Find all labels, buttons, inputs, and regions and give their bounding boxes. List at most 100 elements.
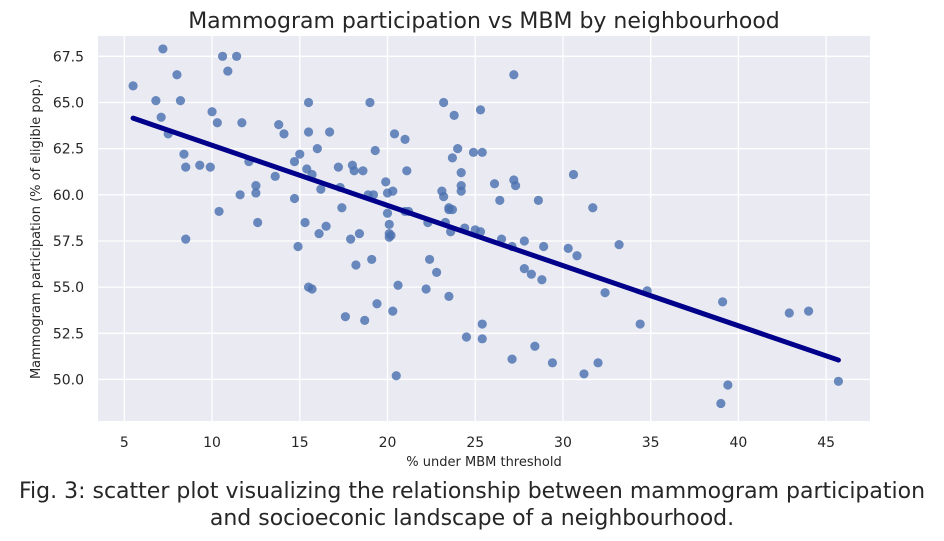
data-point xyxy=(232,51,242,61)
data-point xyxy=(449,110,459,121)
data-point xyxy=(723,380,733,390)
data-point xyxy=(381,177,391,187)
data-point xyxy=(214,206,224,217)
y-tick-labels: 50.0 52.5 55.0 57.5 60.0 62.5 65.0 67.5 xyxy=(53,49,84,388)
data-point xyxy=(425,254,435,265)
data-point xyxy=(370,145,380,156)
data-point xyxy=(803,306,814,316)
x-tick-labels: 5 10 15 20 25 30 35 40 45 xyxy=(120,435,835,451)
data-point xyxy=(579,369,589,379)
y-tick-label: 62.5 xyxy=(53,142,84,158)
data-point xyxy=(421,284,431,294)
data-point xyxy=(358,166,368,176)
data-point xyxy=(293,241,303,252)
x-tick-label: 40 xyxy=(729,435,747,451)
data-point xyxy=(388,306,398,316)
data-point xyxy=(563,243,573,253)
data-point xyxy=(530,341,540,351)
data-point xyxy=(333,162,343,172)
scatter-chart: Mammogram participation vs MBM by neighb… xyxy=(29,9,870,470)
y-tick-label: 52.5 xyxy=(53,326,84,342)
data-point xyxy=(205,162,215,172)
data-point xyxy=(217,51,228,61)
data-point xyxy=(572,251,582,261)
data-point xyxy=(447,204,458,215)
y-tick-label: 50.0 xyxy=(53,372,84,388)
data-point xyxy=(568,169,579,180)
chart-title: Mammogram participation vs MBM by neighb… xyxy=(188,9,780,34)
x-tick-label: 35 xyxy=(642,435,660,451)
data-point xyxy=(337,203,347,213)
x-tick-label: 10 xyxy=(203,435,221,451)
data-point xyxy=(477,334,487,344)
data-point xyxy=(279,129,289,139)
data-point xyxy=(181,234,191,244)
data-point xyxy=(289,156,300,167)
data-point xyxy=(453,144,463,154)
data-point xyxy=(156,112,166,122)
data-point xyxy=(179,149,189,159)
data-point xyxy=(593,358,603,368)
y-tick-label: 67.5 xyxy=(53,49,84,65)
data-point xyxy=(175,96,186,106)
y-tick-label: 60.0 xyxy=(53,188,84,204)
data-point xyxy=(600,288,610,298)
data-point xyxy=(477,147,487,157)
data-point xyxy=(316,184,326,194)
data-point xyxy=(354,228,365,239)
data-point xyxy=(325,127,335,137)
figure-caption: Fig. 3: scatter plot visualizing the rel… xyxy=(0,478,944,532)
data-point xyxy=(351,260,361,270)
data-point xyxy=(439,97,449,108)
data-point xyxy=(444,291,454,301)
data-point xyxy=(833,376,844,386)
data-point xyxy=(372,299,382,309)
data-point xyxy=(212,118,222,128)
data-point xyxy=(128,81,138,91)
data-point xyxy=(519,264,529,274)
data-point xyxy=(300,217,310,228)
data-point xyxy=(400,134,410,145)
data-point xyxy=(547,358,558,368)
data-point xyxy=(533,195,543,205)
data-point xyxy=(307,284,317,294)
data-point xyxy=(716,398,726,409)
data-point xyxy=(519,236,529,246)
data-point xyxy=(402,166,412,176)
data-point xyxy=(368,190,379,200)
data-point xyxy=(181,162,191,172)
data-point xyxy=(303,97,314,108)
data-point xyxy=(365,97,375,108)
data-point xyxy=(382,208,393,218)
data-point xyxy=(477,319,487,329)
data-point xyxy=(295,149,305,159)
data-point xyxy=(507,354,517,364)
y-axis-label: Mammogram participation (% of eligible p… xyxy=(29,79,44,379)
data-point xyxy=(456,186,466,196)
data-point xyxy=(289,193,300,204)
data-point xyxy=(526,269,536,279)
caption-line-2: and socioeconic landscape of a neighbour… xyxy=(209,506,735,531)
data-point xyxy=(303,127,314,137)
data-point xyxy=(456,168,466,178)
x-axis-label: % under MBM threshold xyxy=(406,455,561,470)
data-point xyxy=(346,234,356,244)
data-point xyxy=(461,332,472,342)
data-point xyxy=(475,105,486,115)
data-point xyxy=(270,171,280,181)
data-point xyxy=(489,179,500,189)
data-point xyxy=(389,129,400,139)
data-point xyxy=(432,267,442,277)
data-point xyxy=(468,147,479,157)
data-point xyxy=(253,217,263,228)
data-point xyxy=(509,70,519,80)
data-point xyxy=(635,319,645,329)
data-point xyxy=(367,254,377,265)
data-point xyxy=(391,371,401,381)
data-point xyxy=(447,153,458,163)
x-tick-label: 20 xyxy=(379,435,397,451)
x-tick-label: 15 xyxy=(291,435,309,451)
data-point xyxy=(388,186,398,196)
x-tick-label: 30 xyxy=(554,435,572,451)
data-point xyxy=(251,180,261,191)
